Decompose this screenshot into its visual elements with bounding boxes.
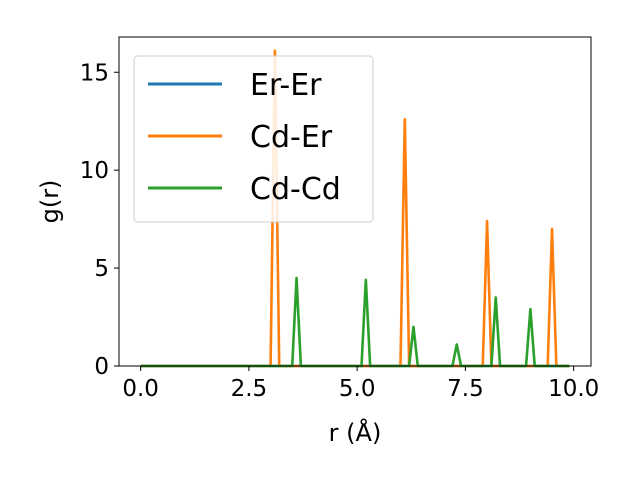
axes-frame	[118, 36, 592, 367]
x-tick-label: 2.5	[231, 376, 268, 402]
y-tick-label: 0	[94, 354, 109, 380]
x-tick-label: 0.0	[122, 376, 159, 402]
x-tick-label: 5.0	[339, 376, 376, 402]
x-axis-label: r (Å)	[329, 418, 382, 447]
y-tick-label: 15	[80, 60, 109, 86]
y-axis-label: g(r)	[36, 180, 64, 224]
legend: Er-Er Cd-Er Cd-Cd	[133, 55, 374, 223]
x-tick-label: 7.5	[447, 376, 484, 402]
axes-layer: 0.0 2.5 5.0 7.5 10.0 0 5 10 15 r (Å) g(r)	[36, 36, 599, 447]
y-tick-label: 5	[94, 256, 109, 282]
x-tick-label: 10.0	[548, 376, 599, 402]
y-tick-label: 10	[80, 158, 109, 184]
legend-label: Er-Er	[250, 68, 322, 103]
legend-label: Cd-Cd	[250, 172, 341, 207]
legend-label: Cd-Er	[250, 120, 333, 155]
legend-box	[133, 55, 374, 223]
